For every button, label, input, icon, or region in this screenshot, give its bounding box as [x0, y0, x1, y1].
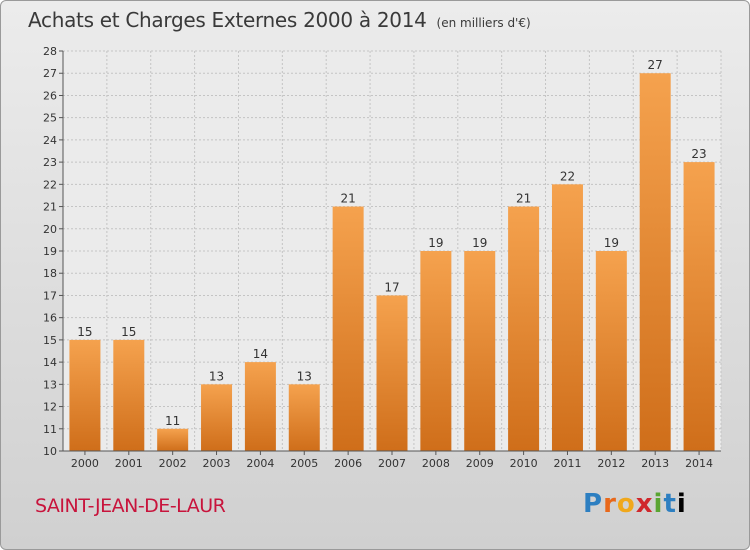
x-tick-label: 2007 — [378, 457, 406, 470]
y-tick-label: 20 — [43, 223, 57, 236]
proxiti-logo[interactable]: Proxiti — [583, 489, 687, 519]
y-tick-label: 27 — [43, 67, 57, 80]
bar — [420, 251, 452, 451]
y-tick-label: 13 — [43, 378, 57, 391]
y-tick-label: 14 — [43, 356, 57, 369]
bar — [508, 206, 540, 451]
chart-unit: (en milliers d'€) — [436, 16, 531, 30]
bar — [595, 251, 627, 451]
bar — [639, 73, 671, 451]
y-tick-label: 22 — [43, 178, 57, 191]
x-tick-label: 2006 — [334, 457, 362, 470]
bar — [244, 362, 276, 451]
bar-value-label: 17 — [384, 280, 399, 294]
bar-value-label: 23 — [691, 147, 706, 161]
bar-value-label: 19 — [428, 236, 443, 250]
y-tick-label: 15 — [43, 334, 57, 347]
logo-letter: x — [635, 489, 654, 519]
chart-title-text: Achats et Charges Externes 2000 à 2014 — [28, 8, 427, 32]
y-tick-label: 25 — [43, 112, 57, 125]
x-tick-label: 2001 — [115, 457, 143, 470]
x-tick-label: 2005 — [290, 457, 318, 470]
bar-value-label: 11 — [165, 414, 180, 428]
logo-letter: o — [616, 489, 636, 519]
bar-value-label: 19 — [604, 236, 619, 250]
y-tick-label: 21 — [43, 201, 57, 214]
y-tick-label: 24 — [43, 134, 57, 147]
bar-value-label: 19 — [472, 236, 487, 250]
bar — [683, 162, 715, 451]
x-tick-label: 2012 — [597, 457, 625, 470]
bar — [288, 384, 320, 451]
bar — [113, 339, 145, 451]
bar-value-label: 27 — [648, 58, 663, 72]
x-tick-label: 2008 — [422, 457, 450, 470]
y-tick-label: 28 — [43, 45, 57, 58]
bar-value-label: 21 — [340, 192, 355, 206]
x-tick-label: 2003 — [203, 457, 231, 470]
bar-value-label: 22 — [560, 169, 575, 183]
bar — [464, 251, 496, 451]
y-tick-label: 16 — [43, 312, 57, 325]
bar-value-label: 14 — [253, 347, 268, 361]
y-tick-label: 26 — [43, 89, 57, 102]
y-tick-label: 23 — [43, 156, 57, 169]
x-tick-label: 2010 — [510, 457, 538, 470]
logo-letter: t — [663, 489, 677, 519]
bar — [376, 295, 408, 451]
bar-value-label: 13 — [297, 369, 312, 383]
x-tick-label: 2014 — [685, 457, 713, 470]
x-tick-label: 2000 — [71, 457, 99, 470]
bar-value-label: 21 — [516, 192, 531, 206]
bar — [157, 428, 189, 451]
logo-letter: i — [653, 489, 664, 519]
bar-value-label: 15 — [77, 325, 92, 339]
bar — [69, 339, 101, 451]
x-tick-label: 2004 — [246, 457, 274, 470]
x-tick-label: 2013 — [641, 457, 669, 470]
x-tick-label: 2002 — [159, 457, 187, 470]
bar-value-label: 13 — [209, 369, 224, 383]
chart-title: Achats et Charges Externes 2000 à 2014 (e… — [28, 8, 531, 32]
logo-letter: r — [603, 489, 617, 519]
y-tick-label: 18 — [43, 267, 57, 280]
logo-letter: i — [676, 489, 687, 519]
bar-value-label: 15 — [121, 325, 136, 339]
bar — [332, 206, 364, 451]
x-tick-label: 2011 — [553, 457, 581, 470]
logo-letter: P — [583, 489, 604, 519]
y-tick-label: 11 — [43, 423, 57, 436]
bar — [201, 384, 233, 451]
bars: 15 15 11 13 14 13 21 17 19 19 21 22 19 27 23 — [69, 58, 715, 452]
y-tick-label: 19 — [43, 245, 57, 258]
y-tick-label: 10 — [43, 445, 57, 458]
axes: 10 11 12 13 14 15 16 17 18 19 20 21 22 23 24 25 26 27 28 20… — [43, 45, 721, 470]
x-tick-label: 2009 — [466, 457, 494, 470]
y-tick-label: 17 — [43, 289, 57, 302]
commune-name: SAINT-JEAN-DE-LAUR — [35, 495, 226, 517]
y-tick-label: 12 — [43, 401, 57, 414]
bar — [551, 184, 583, 452]
